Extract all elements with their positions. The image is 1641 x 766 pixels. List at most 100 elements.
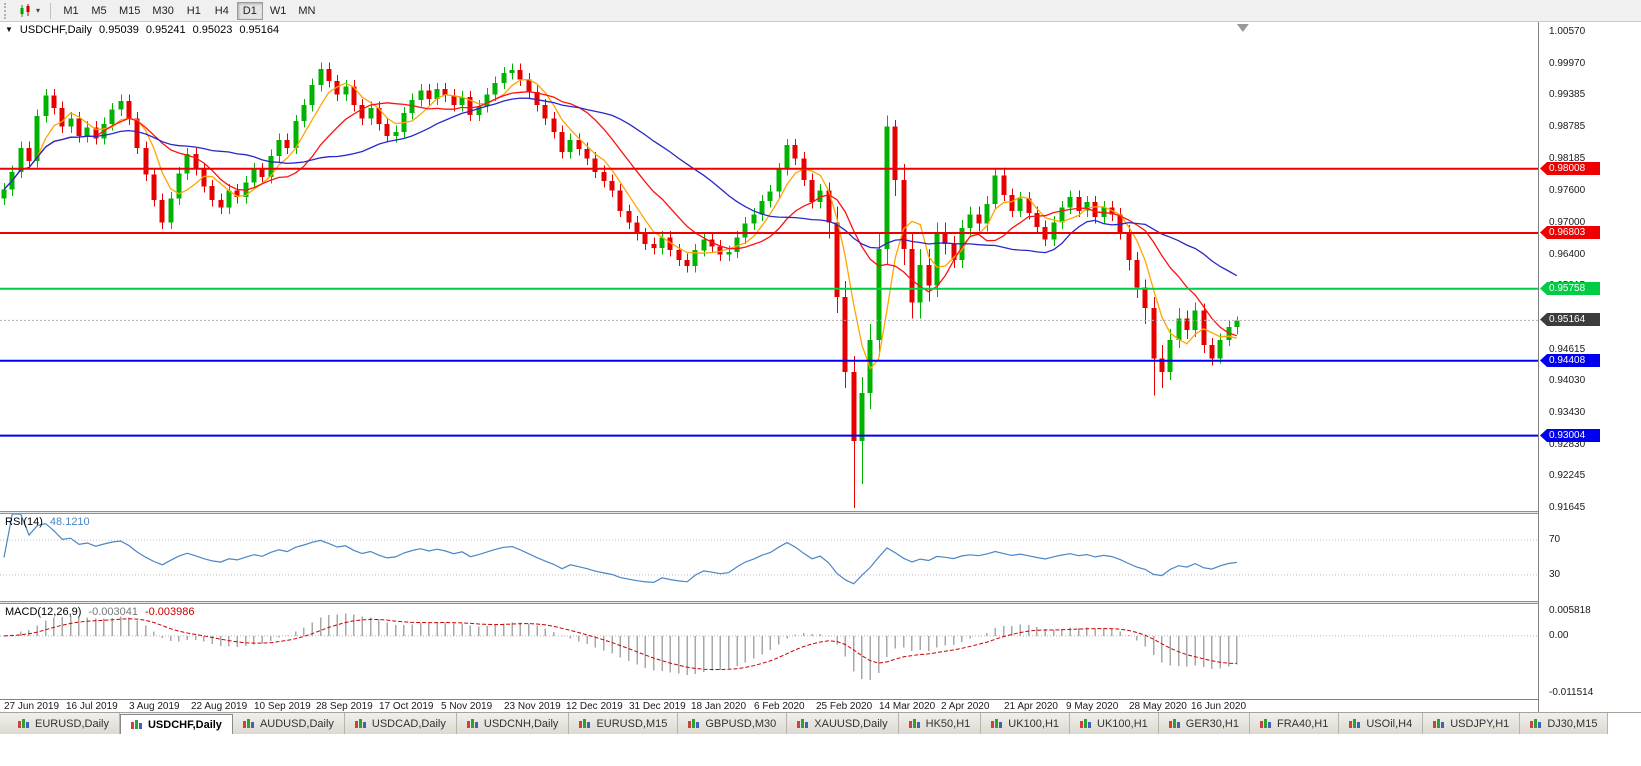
chart-tab-label: EURUSD,M15: [596, 717, 668, 730]
time-axis-label: 17 Oct 2019: [379, 701, 434, 712]
chart-tab-icon: [797, 718, 809, 728]
chevron-down-icon: ▾: [36, 5, 41, 15]
price-tick-label: 0.94615: [1549, 344, 1586, 355]
main-chart-canvas[interactable]: [0, 22, 1538, 511]
price-tick-label: 0.97600: [1549, 185, 1586, 196]
chart-tab-label: AUDUSD,Daily: [259, 717, 334, 730]
chart-tab-icon: [1433, 718, 1445, 728]
timeframe-button-h4[interactable]: H4: [209, 2, 235, 20]
time-axis-label: 16 Jul 2019: [66, 701, 118, 712]
chart-tab-ger30-h1[interactable]: GER30,H1: [1159, 713, 1250, 734]
time-axis-label: 14 Mar 2020: [879, 701, 936, 712]
current-price-badge: 0.95164: [1540, 313, 1600, 326]
chart-tab-gbpusd-m30[interactable]: GBPUSD,M30: [678, 713, 788, 734]
macd-axis-bottom-label: -0.011514: [1549, 687, 1594, 698]
price-tick-label: 0.92245: [1549, 470, 1586, 481]
macd-axis-zero-label: 0.00: [1549, 630, 1569, 641]
chart-tab-icon: [18, 718, 29, 728]
chart-tab-icon: [1168, 718, 1180, 728]
chart-tab-fra40-h1[interactable]: FRA40,H1: [1250, 713, 1340, 734]
chart-tab-hk50-h1[interactable]: HK50,H1: [899, 713, 982, 734]
pane-divider[interactable]: [0, 511, 1538, 514]
toolbar: ▾ M1 M5 M15 M30 H1 H4 D1 W1 MN: [0, 0, 1641, 22]
chart-tab-icon: [579, 718, 591, 728]
chart-tab-usdcnh-daily[interactable]: USDCNH,Daily: [457, 713, 570, 734]
time-axis-label: 2 Apr 2020: [941, 701, 990, 712]
rsi-canvas[interactable]: [0, 514, 1538, 601]
chart-tab-label: FRA40,H1: [1277, 717, 1329, 730]
chart-tab-label: USDJPY,H1: [1450, 717, 1510, 730]
candlesticks: [1, 62, 1240, 508]
toolbar-grip[interactable]: [4, 2, 10, 19]
charts-menu-button[interactable]: ▾: [15, 2, 44, 20]
rsi-line: [3, 514, 1237, 585]
timeframe-button-m1[interactable]: M1: [58, 2, 84, 20]
chart-tab-icon: [354, 718, 366, 728]
one-click-trading-toggle[interactable]: ▼: [5, 25, 13, 34]
pane-divider[interactable]: [0, 601, 1538, 604]
chart-tab-usdcad-daily[interactable]: USDCAD,Daily: [345, 713, 457, 734]
time-axis-label: 25 Feb 2020: [816, 701, 873, 712]
chart-tab-eurusd-m15[interactable]: EURUSD,M15: [569, 713, 679, 734]
time-axis-label: 27 Jun 2019: [4, 701, 60, 712]
chart-tab-audusd-daily[interactable]: AUDUSD,Daily: [233, 713, 345, 734]
chart-tab-icon: [908, 718, 920, 728]
chart-tab-icon: [991, 718, 1003, 728]
chart-tab-label: USDCHF,Daily: [147, 718, 222, 731]
timeframe-button-w1[interactable]: W1: [265, 2, 292, 20]
timeframe-button-m30[interactable]: M30: [147, 2, 178, 20]
macd-axis-top-label: 0.005818: [1549, 605, 1591, 616]
chart-tab-label: UK100,H1: [1008, 717, 1060, 730]
price-level-badge: 0.98008: [1540, 162, 1600, 175]
plot-column: ▼ USDCHF,Daily 0.95039 0.95241 0.95023 0…: [0, 22, 1538, 712]
rsi-pane: RSI(14) 48.1210: [0, 514, 1538, 601]
chart-tab-usoil-h4[interactable]: USOil,H4: [1339, 713, 1424, 734]
chart-tab-bar: EURUSD,Daily USDCHF,Daily AUDUSD,Daily USDC…: [0, 712, 1641, 734]
price-level-badge: 0.96803: [1540, 226, 1600, 239]
chart-tab-uk100-h1[interactable]: UK100,H1: [981, 713, 1071, 734]
timeframe-group: M1 M5 M15 M30 H1 H4 D1 W1 MN: [57, 1, 321, 20]
chart-tab-dj30-m15[interactable]: DJ30,M15: [1520, 713, 1609, 734]
time-axis[interactable]: 27 Jun 2019 16 Jul 2019 3 Aug 2019 22 Aug 2…: [0, 699, 1538, 712]
timeframe-button-m15[interactable]: M15: [114, 2, 145, 20]
timeframe-button-m5[interactable]: M5: [86, 2, 112, 20]
timeframe-button-mn[interactable]: MN: [293, 2, 320, 20]
time-axis-label: 9 May 2020: [1066, 701, 1119, 712]
price-tick-label: 1.00570: [1549, 26, 1586, 37]
chart-tab-usdjpy-h1[interactable]: USDJPY,H1: [1423, 713, 1521, 734]
price-tick-label: 0.93430: [1549, 407, 1586, 418]
chart-tab-label: HK50,H1: [925, 717, 971, 730]
time-axis-label: 28 May 2020: [1129, 701, 1187, 712]
price-tick-label: 0.98785: [1549, 121, 1586, 132]
chart-tab-uk100-h1[interactable]: UK100,H1: [1070, 713, 1159, 734]
price-level-badge: 0.94408: [1540, 354, 1600, 367]
chart-tab-label: UK100,H1: [1097, 717, 1148, 730]
chart-tab-label: USDCNH,Daily: [483, 717, 559, 730]
macd-pane: MACD(12,26,9) -0.003041 -0.003986: [0, 604, 1538, 699]
time-axis-label: 12 Dec 2019: [566, 701, 623, 712]
chart-tab-usdchf-daily[interactable]: USDCHF,Daily: [119, 714, 233, 734]
time-axis-label: 6 Feb 2020: [754, 701, 805, 712]
macd-histogram: [3, 613, 1238, 681]
time-axis-label: 16 Jun 2020: [1191, 701, 1247, 712]
chart-tab-icon: [1080, 718, 1092, 728]
chart-shift-marker[interactable]: [1236, 24, 1249, 32]
price-tick-label: 0.96400: [1549, 249, 1586, 260]
toolbar-separator: [50, 2, 52, 19]
price-axis[interactable]: 1.00570 0.99970 0.99385 0.98785 0.98185 0.976…: [1538, 22, 1641, 712]
macd-canvas[interactable]: [0, 604, 1538, 699]
chart-tab-icon: [130, 719, 142, 729]
price-tick-label: 0.98185: [1549, 153, 1586, 164]
timeframe-button-h1[interactable]: H1: [181, 2, 207, 20]
chart-tab-label: USDCAD,Daily: [371, 717, 446, 730]
bottom-spacer: [0, 734, 1641, 766]
chart-tab-icon: [1349, 718, 1361, 728]
chart-tab-label: XAUUSD,Daily: [814, 717, 888, 730]
timeframe-button-d1[interactable]: D1: [236, 1, 263, 20]
chart-tab-xauusd-daily[interactable]: XAUUSD,Daily: [787, 713, 899, 734]
price-level-badge: 0.93004: [1540, 429, 1600, 442]
candlestick-chart-icon: [20, 3, 30, 17]
chart-tab-icon: [688, 718, 700, 728]
chart-tab-eurusd-daily[interactable]: EURUSD,Daily: [8, 713, 120, 734]
